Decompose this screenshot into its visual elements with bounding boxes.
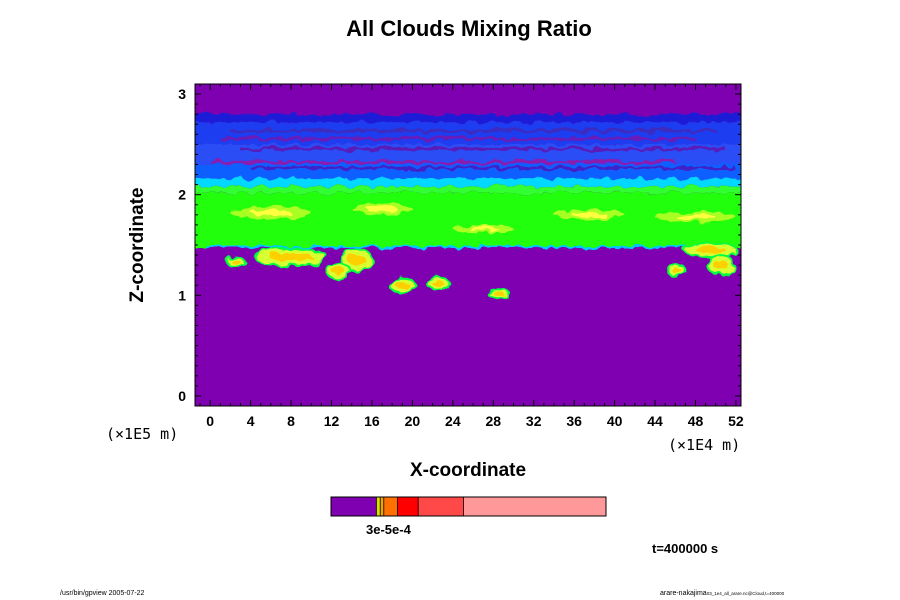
y-tick-label: 1	[178, 287, 186, 303]
plot-area	[195, 84, 741, 406]
cloud-cell-core	[695, 246, 726, 254]
cloud-cell-core	[394, 281, 410, 289]
footer-author: arare-nakajima	[660, 590, 707, 597]
cloud-streak	[230, 129, 716, 133]
y-axis-label: Z-coordinate	[127, 187, 148, 303]
cloud-streak	[250, 166, 736, 170]
y-tick-label: 3	[178, 86, 186, 102]
cloud-streak	[240, 147, 726, 151]
cloud-patch-core	[571, 212, 608, 218]
cloud-cell-core	[347, 254, 366, 266]
colorbar-segment	[418, 497, 464, 516]
yellow-green-patches	[230, 203, 736, 233]
colorbar-segment	[397, 497, 419, 516]
cloud-cell-core	[713, 260, 729, 271]
y-tick-label: 0	[178, 388, 186, 404]
footer-file: 03_1e4_all_arare.nc@Cloud,t=400000	[706, 591, 785, 596]
x-tick-label: 52	[728, 413, 744, 429]
y-tick-label: 2	[178, 187, 186, 203]
cloud-patch-core	[366, 206, 398, 212]
x-tick-label: 44	[647, 413, 663, 429]
x-tick-label: 32	[526, 413, 542, 429]
x-tick-label: 12	[324, 413, 340, 429]
footer-command: /usr/bin/gpview 2005-07-22	[60, 590, 145, 597]
cloud-cell-core	[431, 280, 444, 287]
x-tick-label: 24	[445, 413, 461, 429]
x-tick-label: 0	[206, 413, 214, 429]
colorbar-segment	[376, 497, 381, 516]
y-axis-unit: (×1E5 m)	[106, 425, 179, 443]
colorbar-label: 3e-5e-4	[366, 522, 411, 537]
colorbar-segment	[383, 497, 398, 516]
cloud-band	[195, 178, 741, 187]
cloud-cell-core	[331, 267, 346, 276]
cloud-patch-core	[468, 226, 499, 231]
colorbar-segment	[331, 497, 377, 516]
cloud-cell-core	[231, 259, 241, 265]
x-tick-label: 48	[688, 413, 704, 429]
footer-source: arare-nakajima03_1e4_all_arare.nc@Cloud,…	[660, 590, 784, 597]
colorbar	[330, 496, 607, 517]
cloud-cell-core	[492, 291, 505, 295]
cloud-streak	[210, 160, 676, 164]
colorbar-frame	[330, 496, 607, 517]
x-tick-label: 16	[364, 413, 380, 429]
colorbar-segment	[380, 497, 384, 516]
cloud-cell-core	[671, 267, 682, 273]
x-tick-label: 4	[247, 413, 255, 429]
x-tick-label: 36	[566, 413, 582, 429]
x-axis-unit: (×1E4 m)	[668, 436, 741, 454]
cloud-cell-core	[269, 252, 313, 262]
cloud-patch-core	[675, 214, 716, 220]
cloud-streak	[220, 137, 696, 141]
cloud-band	[195, 186, 741, 193]
cloud-band	[195, 192, 741, 249]
cloud-cells	[226, 241, 738, 299]
colorbar-segment	[463, 497, 606, 516]
cloud-bands	[195, 114, 741, 249]
time-label: t=400000 s	[652, 541, 719, 556]
x-tick-label: 8	[287, 413, 295, 429]
x-axis-label: X-coordinate	[409, 460, 527, 481]
x-tick-label: 20	[405, 413, 421, 429]
cloud-base-line	[205, 246, 731, 249]
chart-title: All Clouds Mixing Ratio	[346, 16, 592, 41]
cloud-band	[195, 122, 741, 145]
cloud-patch-core	[250, 209, 292, 216]
x-tick-label: 40	[607, 413, 623, 429]
cloud-band	[195, 114, 741, 123]
x-tick-label: 28	[485, 413, 501, 429]
